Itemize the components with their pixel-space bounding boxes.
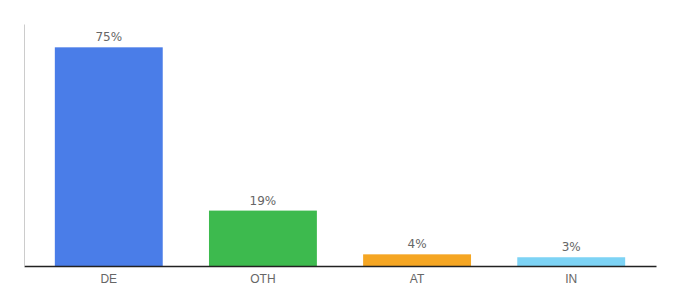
x-axis-line bbox=[25, 266, 657, 268]
bar bbox=[209, 211, 317, 266]
y-axis bbox=[24, 25, 25, 267]
bar bbox=[55, 47, 163, 266]
x-tick: OTH bbox=[250, 272, 275, 286]
data-label: 3% bbox=[562, 240, 581, 254]
x-tick: IN bbox=[565, 272, 577, 286]
x-axis: DE OTH AT IN bbox=[25, 267, 657, 286]
data-labels: 75% 19% 4% 3% bbox=[95, 30, 580, 254]
x-tick-label: DE bbox=[100, 272, 117, 286]
x-tick-label: AT bbox=[410, 272, 425, 286]
x-tick-label: IN bbox=[565, 272, 577, 286]
y-axis-line bbox=[24, 25, 25, 267]
x-tick-label: OTH bbox=[250, 272, 275, 286]
data-label: 4% bbox=[408, 237, 427, 251]
bars bbox=[55, 47, 625, 266]
data-label: 75% bbox=[95, 30, 122, 44]
x-tick: AT bbox=[410, 272, 425, 286]
chart: 75% 19% 4% 3% DE OTH AT IN bbox=[0, 0, 680, 300]
data-label: 19% bbox=[250, 194, 277, 208]
bar bbox=[517, 257, 625, 266]
bar bbox=[363, 254, 471, 266]
plot: 75% 19% 4% 3% DE OTH AT IN bbox=[25, 25, 657, 286]
x-tick: DE bbox=[100, 272, 117, 286]
